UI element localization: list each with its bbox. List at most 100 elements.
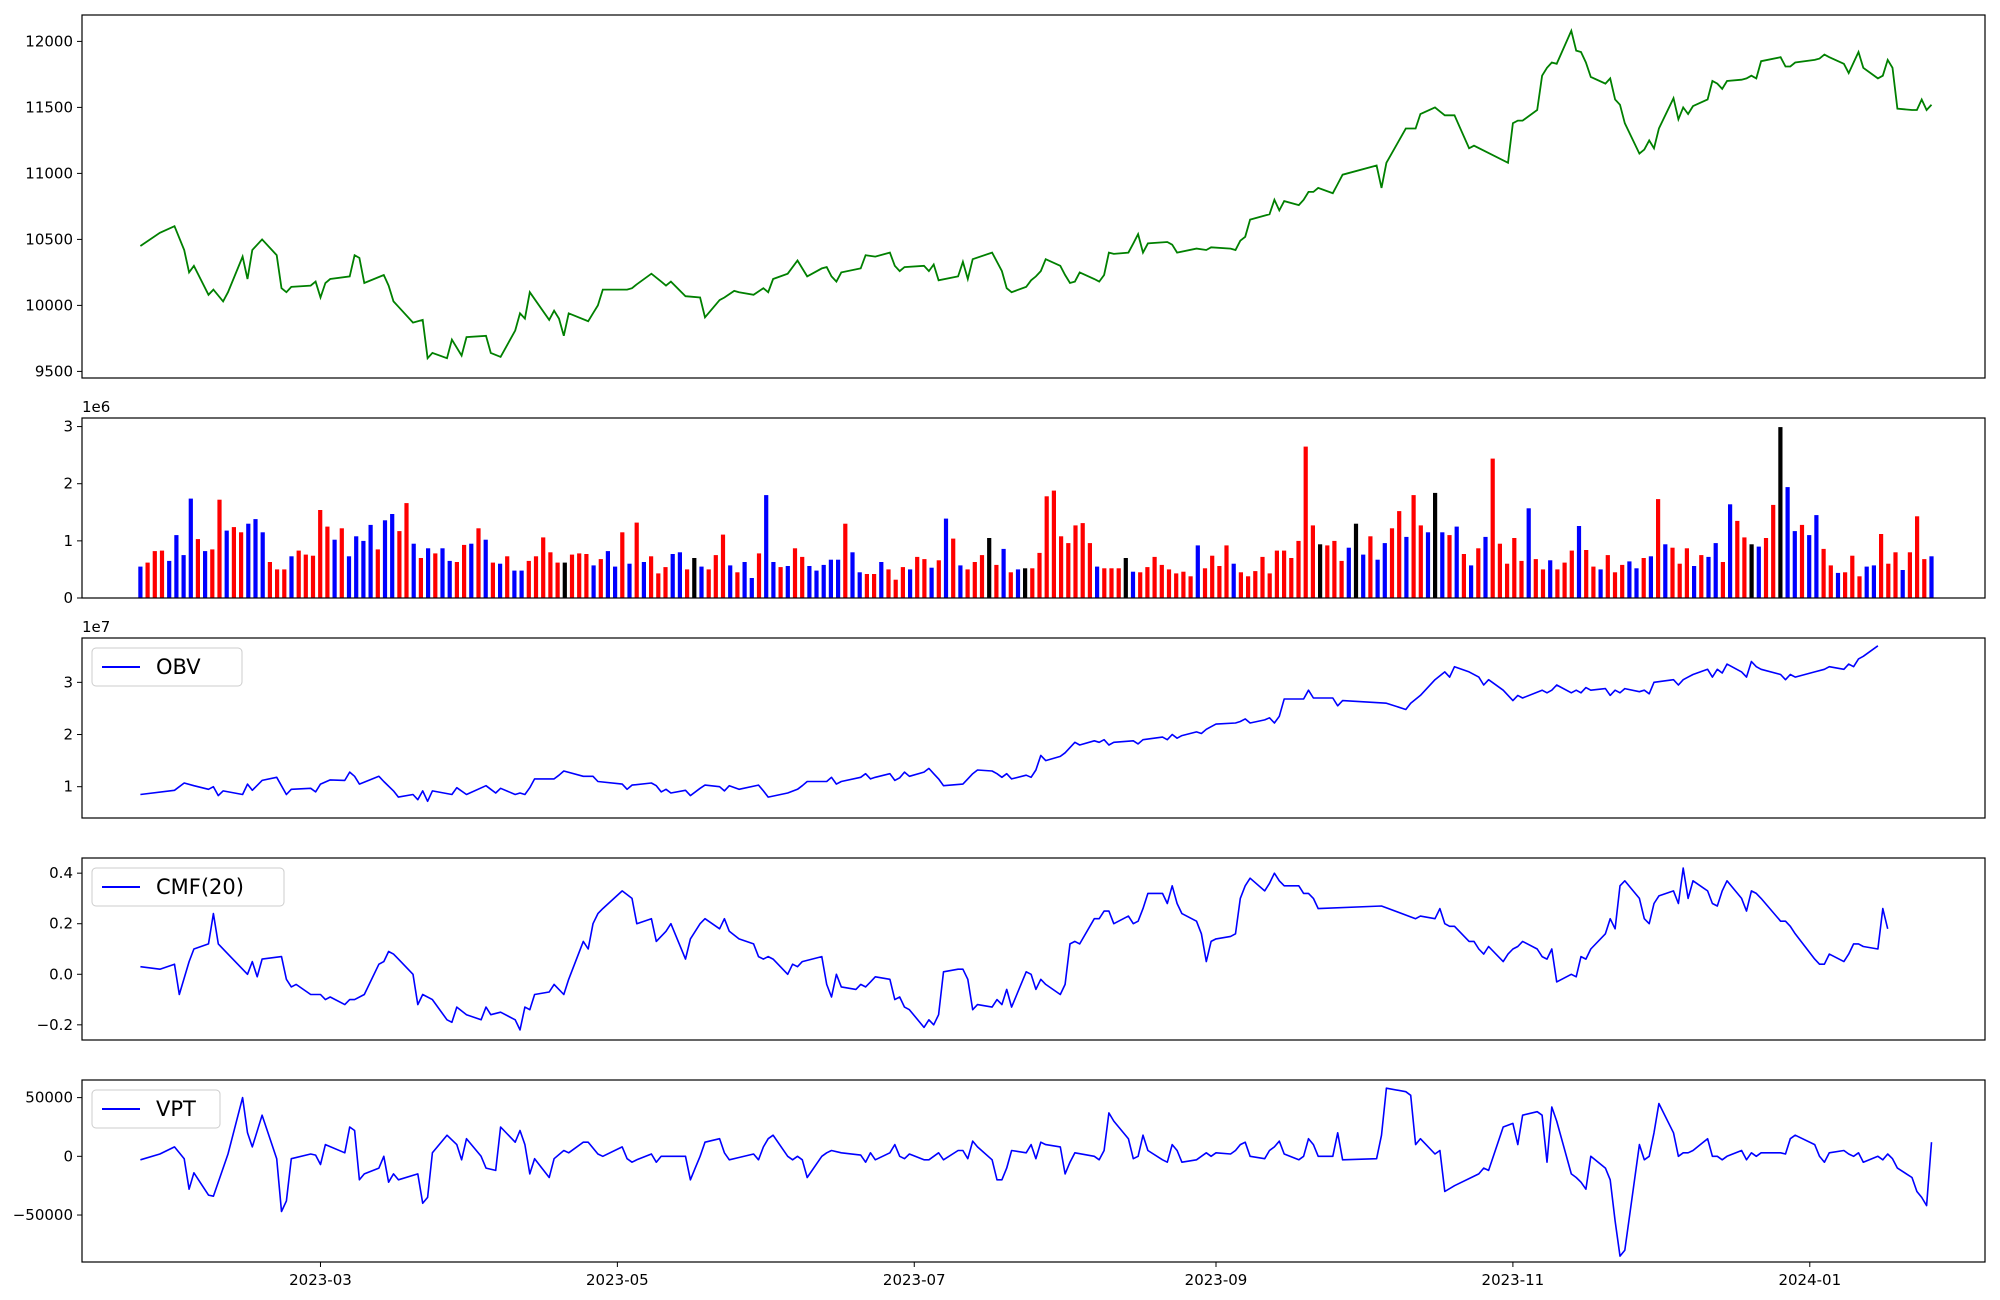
volume-bar [1289,558,1294,598]
volume-bar [1540,569,1546,598]
volume-bar [1893,552,1898,598]
volume-bar [562,562,567,598]
volume-bar [670,554,675,598]
volume-bar [152,551,157,598]
volume-bar [1404,536,1409,598]
volume-bar [1001,548,1006,598]
volume-bar [965,569,970,598]
volume-bar [1756,546,1761,598]
volume-bar [505,556,510,598]
volume-bar [231,527,236,598]
volume-frame [81,417,1986,599]
vpt-panel: −50000 0 50000 VPT 2023-03 2023-05 2023-07 2023… [13,1079,1986,1289]
volume-bar [239,532,244,598]
volume-bar [900,567,905,598]
volume-bar [685,569,690,598]
volume-bar [1785,487,1790,598]
volume-bar [886,569,891,598]
volume-bar [1591,566,1596,598]
volume-bar [447,560,452,598]
volume-bar [325,526,330,598]
volume-bar [1325,545,1330,598]
volume-bar [246,523,251,598]
volume-bar [785,566,790,598]
volume-bar [1238,572,1243,598]
obv-legend-box [91,647,243,687]
volume-bar [1246,576,1251,598]
volume-bar [915,556,920,598]
volume-bar [195,539,200,598]
volume-bar [692,558,697,598]
volume-bar [1274,550,1279,598]
volume-bar [1461,554,1466,598]
volume-bar [368,524,373,598]
volume-bar [943,518,949,598]
volume-bar [1843,572,1848,598]
volume-bar [296,550,301,598]
volume-bar [706,569,711,598]
vpt-ytick-label: 0 [63,1147,73,1165]
vpt-legend: VPT [91,1089,221,1129]
volume-bar [1210,555,1215,598]
volume-bar [210,549,215,598]
volume-panel: 0 1 2 3 1e6 [63,398,1986,607]
volume-bar [656,573,661,598]
volume-bar [994,564,999,598]
volume-bar [354,536,359,598]
volume-bar [893,579,898,598]
volume-ytick-label: 2 [63,475,73,493]
volume-bar [1015,569,1021,598]
volume-bar [1879,534,1884,598]
volume-bar [181,555,186,598]
volume-bar [1447,535,1452,598]
volume-bar [771,562,776,598]
volume-bar [1763,538,1769,598]
volume-bar [1742,537,1747,598]
volume-bar [1454,526,1459,598]
volume-bar [1850,555,1855,598]
volume-bar [390,514,395,598]
price-ytick-label: 11500 [25,98,73,116]
volume-bar [1310,525,1315,598]
volume-bar [1231,563,1236,598]
volume-bar [1663,544,1668,598]
volume-bar [533,556,539,598]
volume-bar [282,569,287,598]
volume-bar [1361,554,1366,598]
volume-bar [1505,563,1510,598]
volume-bar [541,537,546,598]
volume-bar [1620,564,1625,598]
volume-bar [418,558,423,598]
volume-bar [1202,568,1208,598]
volume-bar [677,552,682,598]
volume-bar [1008,572,1013,598]
volume-bar [857,572,862,598]
volume-bar [908,569,913,598]
price-ytick-label: 10000 [25,296,73,314]
volume-bar [1123,558,1128,598]
volume-bar [1181,571,1186,598]
volume-bar [1476,548,1481,598]
volume-bar [512,570,517,598]
volume-bar [318,510,323,598]
volume-bar [1368,536,1373,598]
volume-bar [1799,524,1805,598]
vpt-frame [81,1079,1986,1263]
volume-bar [1483,536,1488,598]
volume-bar [1166,569,1172,598]
volume-bar [1728,504,1733,598]
volume-bar [735,572,740,598]
volume-bar [584,554,589,598]
volume-bar [1224,545,1229,598]
volume-bar [1713,543,1718,598]
volume-ytick-label: 1 [63,532,73,550]
obv-panel: 1 2 3 1e7 OBV [63,618,1986,819]
volume-bar [167,560,172,598]
volume-bar [728,565,733,598]
volume-bar [1411,495,1416,598]
volume-bar [1699,555,1704,598]
volume-bar [749,578,754,598]
volume-bar [800,556,805,598]
volume-bar [922,559,927,598]
